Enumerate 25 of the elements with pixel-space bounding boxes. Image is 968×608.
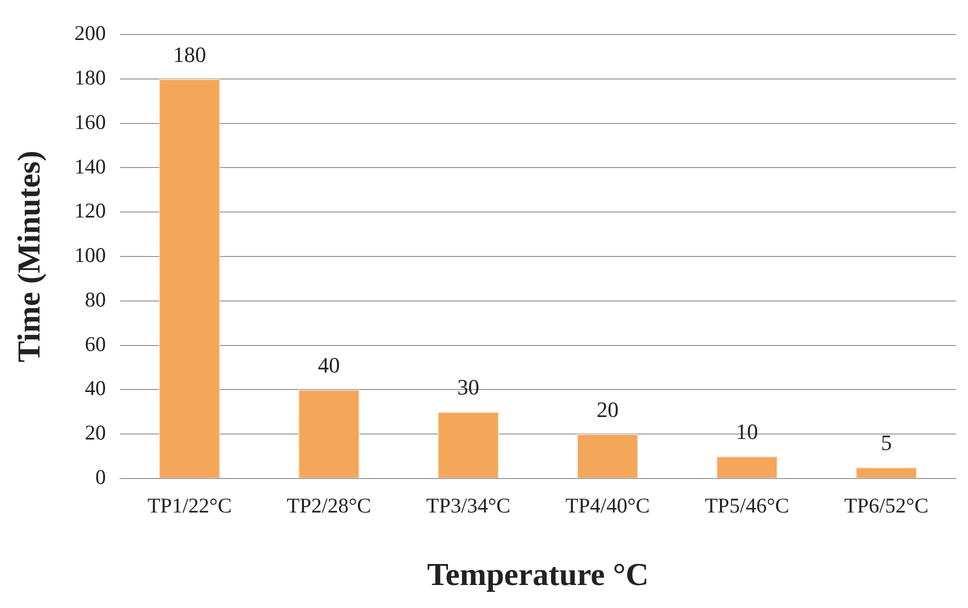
y-tick-label: 120 bbox=[74, 198, 106, 223]
y-tick-label: 80 bbox=[84, 287, 106, 312]
data-label: 30 bbox=[457, 374, 480, 400]
y-tick-label: 60 bbox=[84, 332, 106, 356]
x-tick-label: TP4/40°C bbox=[566, 494, 650, 518]
data-label: 20 bbox=[596, 396, 619, 422]
x-tick-label: TP2/28°C bbox=[286, 494, 372, 518]
data-label: 10 bbox=[736, 418, 758, 444]
data-label: 5 bbox=[880, 430, 892, 456]
y-axis-title: Time (Minutes) bbox=[10, 150, 46, 362]
x-tick-label: TP3/34°C bbox=[426, 494, 510, 518]
x-tick-label: TP1/22°C bbox=[147, 494, 232, 518]
y-tick-label: 200 bbox=[74, 21, 106, 46]
x-axis-title: Temperature °C bbox=[427, 556, 649, 592]
y-tick-label: 0 bbox=[95, 464, 106, 489]
y-tick-label: 140 bbox=[74, 154, 106, 178]
x-tick-label: TP6/52°C bbox=[844, 494, 928, 518]
y-tick-label: 180 bbox=[74, 65, 106, 90]
y-tick-label: 160 bbox=[74, 110, 106, 134]
x-tick-label: TP5/46°C bbox=[704, 494, 790, 518]
y-tick-label: 100 bbox=[74, 243, 106, 268]
data-label: 40 bbox=[318, 352, 340, 378]
y-tick-label: 40 bbox=[84, 376, 106, 400]
y-tick-label: 20 bbox=[84, 420, 106, 445]
data-label: 180 bbox=[173, 42, 206, 67]
